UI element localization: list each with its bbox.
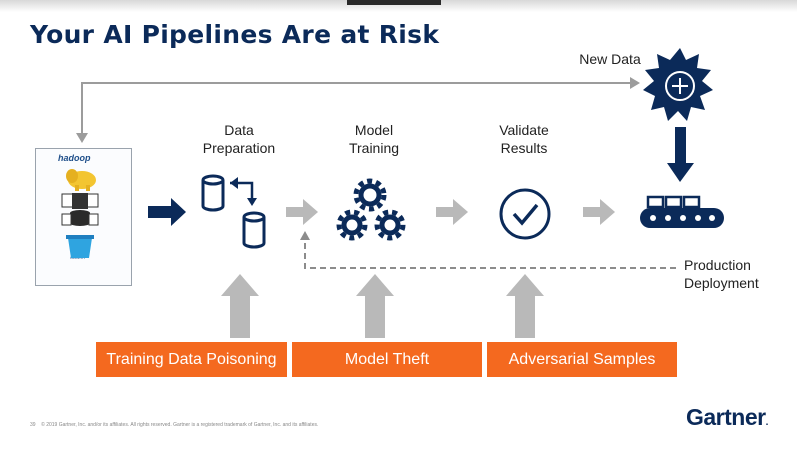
up-arrow-icon [506,274,544,338]
gartner-logo: Gartner. [686,404,768,430]
navy-arrow-icon [148,198,186,226]
page-number: 39 [30,422,36,428]
brand-name: Gartner [686,404,766,430]
file-server-icon [61,193,99,209]
feedback-loop-arrow [76,77,640,143]
deployment-loop-dashed [300,231,676,269]
risk-training-data-poisoning: Training Data Poisoning [96,342,287,377]
footer-copyright: 39 © 2019 Gartner, Inc. and/or its affil… [30,422,318,428]
up-arrow-icon [356,274,394,338]
window-notch [347,0,441,5]
new-data-plus-icon [643,48,713,121]
risk-adversarial-samples: Adversarial Samples [487,342,677,377]
stage-label-model-training: Model Training [348,122,400,156]
gray-arrow-icon [286,199,318,225]
hadoop-logo-text: hadoop [58,153,91,163]
checkmark-icon [499,188,551,240]
copyright-text: © 2019 Gartner, Inc. and/or its affiliat… [41,422,319,428]
database-icon [61,210,99,226]
data-preparation-icon [201,174,266,249]
stage-label-data-preparation: Data Preparation [202,122,276,156]
up-arrow-icon [221,274,259,338]
navy-down-arrow-icon [667,127,694,182]
slide-title: Your AI Pipelines Are at Risk [30,20,440,49]
hadoop-elephant-icon [66,169,96,191]
storage-bucket-icon [66,235,94,258]
gray-arrow-icon [583,199,615,225]
gray-arrow-icon [436,199,468,225]
conveyor-belt-icon [640,195,724,228]
stage-label-production-deployment: Production Deployment [684,257,759,291]
risk-model-theft: Model Theft [292,342,482,377]
stage-label-new-data: New Data [579,51,641,67]
gears-icon [336,178,406,241]
slide-top-bar [0,0,797,12]
stage-label-validate-results: Validate Results [499,122,549,156]
